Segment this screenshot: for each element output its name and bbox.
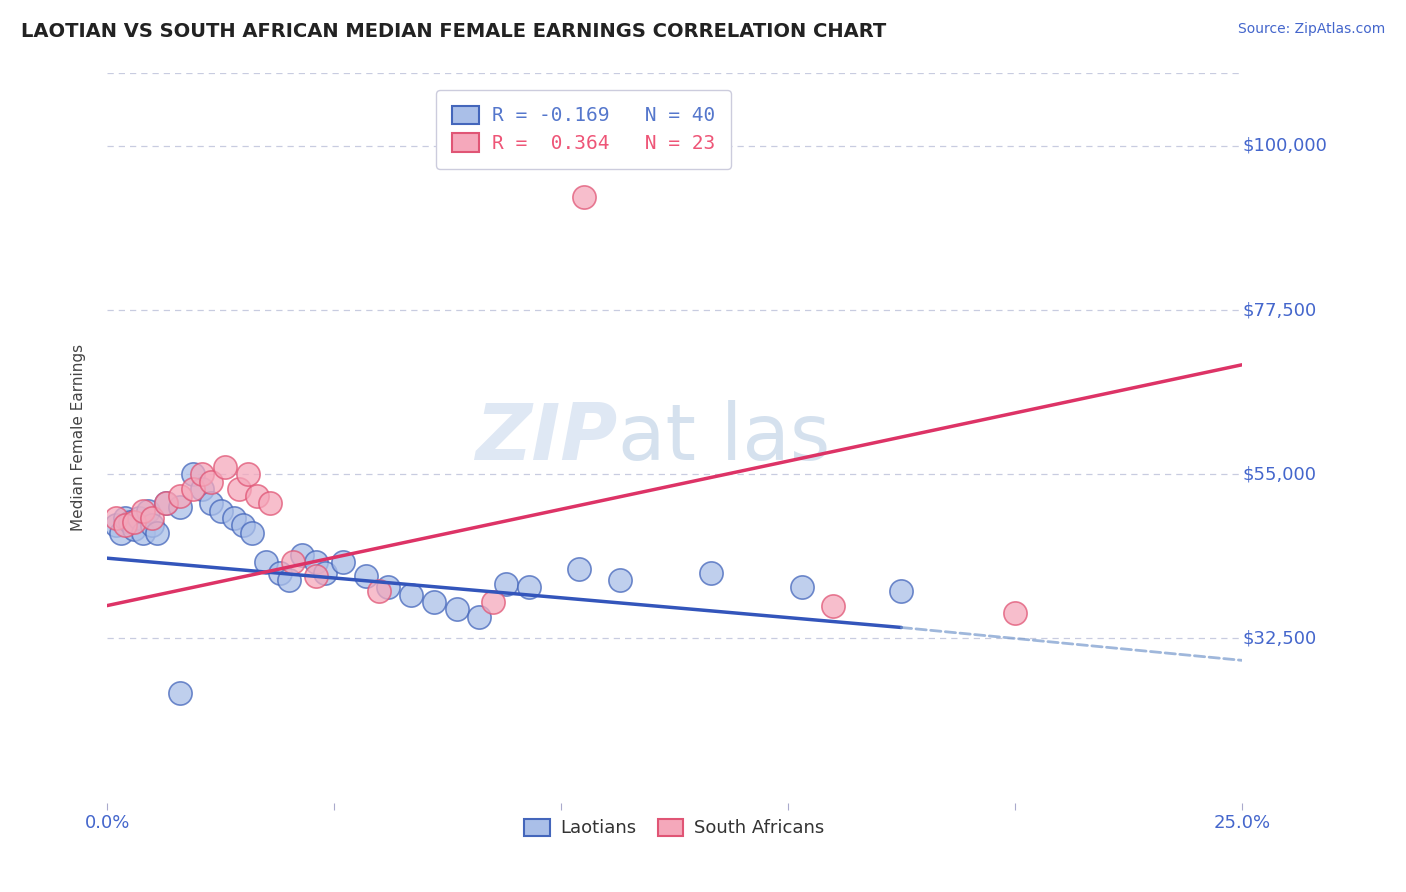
Point [224, 511, 246, 525]
Point [517, 580, 540, 594]
Point [169, 489, 191, 503]
Text: ZIP: ZIP [475, 400, 617, 475]
Point [399, 588, 422, 602]
Point [1004, 606, 1026, 620]
Point [305, 569, 328, 583]
Point [200, 496, 222, 510]
Point [232, 518, 254, 533]
Point [155, 496, 177, 510]
Point [132, 525, 155, 540]
Point [141, 511, 163, 525]
Point [105, 518, 128, 533]
Point [110, 525, 132, 540]
Point [118, 515, 141, 529]
Point [209, 504, 232, 518]
Point [259, 496, 281, 510]
Point [105, 511, 128, 525]
Point [169, 500, 191, 514]
Point [246, 489, 269, 503]
Point [128, 511, 150, 525]
Point [124, 515, 146, 529]
Text: $32,500: $32,500 [1243, 630, 1317, 648]
Point [155, 496, 177, 510]
Point [132, 504, 155, 518]
Point [254, 555, 277, 569]
Text: at las: at las [617, 400, 830, 475]
Point [269, 566, 291, 580]
Legend: R = -0.169   N = 40, R =  0.364   N = 23: R = -0.169 N = 40, R = 0.364 N = 23 [436, 90, 731, 169]
Point [314, 566, 336, 580]
Point [191, 467, 214, 482]
Point [181, 467, 204, 482]
Point [136, 504, 159, 518]
Point [240, 525, 263, 540]
Point [823, 599, 845, 613]
Text: LAOTIAN VS SOUTH AFRICAN MEDIAN FEMALE EARNINGS CORRELATION CHART: LAOTIAN VS SOUTH AFRICAN MEDIAN FEMALE E… [21, 22, 886, 41]
Point [191, 482, 214, 496]
Point [169, 686, 191, 700]
Point [377, 580, 399, 594]
Point [368, 584, 391, 599]
Point [305, 555, 328, 569]
Text: Source: ZipAtlas.com: Source: ZipAtlas.com [1237, 22, 1385, 37]
Point [790, 580, 813, 594]
Point [468, 609, 491, 624]
Text: $77,500: $77,500 [1243, 301, 1317, 319]
Point [495, 576, 517, 591]
Point [214, 460, 236, 475]
Point [228, 482, 250, 496]
Point [568, 562, 591, 576]
Point [114, 511, 136, 525]
Point [572, 190, 595, 204]
Point [890, 584, 912, 599]
Point [124, 522, 146, 536]
Point [699, 566, 721, 580]
Y-axis label: Median Female Earnings: Median Female Earnings [72, 344, 86, 532]
Point [446, 602, 468, 616]
Point [181, 482, 204, 496]
Point [291, 548, 314, 562]
Text: $100,000: $100,000 [1243, 137, 1327, 155]
Point [141, 518, 163, 533]
Point [146, 525, 169, 540]
Point [609, 573, 631, 587]
Point [482, 595, 505, 609]
Text: $55,000: $55,000 [1243, 466, 1317, 483]
Point [277, 573, 299, 587]
Point [200, 475, 222, 489]
Point [114, 518, 136, 533]
Point [236, 467, 259, 482]
Point [283, 555, 305, 569]
Point [423, 595, 446, 609]
Point [354, 569, 377, 583]
Point [332, 555, 354, 569]
